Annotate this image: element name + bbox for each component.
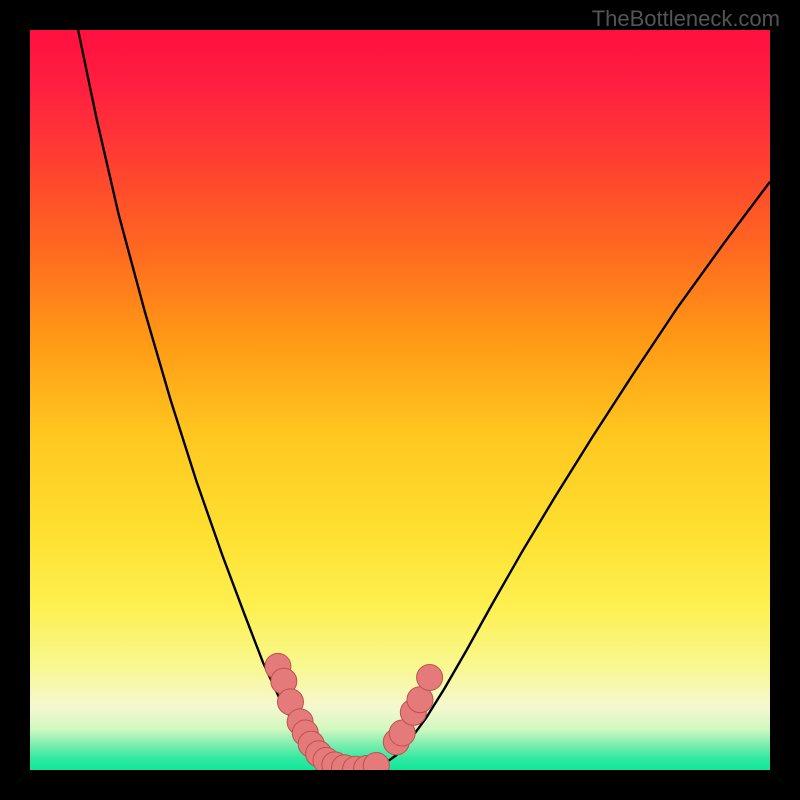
watermark-label: TheBottleneck.com [592,6,780,32]
plot-area [30,30,770,770]
gradient-background [30,30,770,770]
chart-svg [30,30,770,770]
data-marker [417,665,443,691]
